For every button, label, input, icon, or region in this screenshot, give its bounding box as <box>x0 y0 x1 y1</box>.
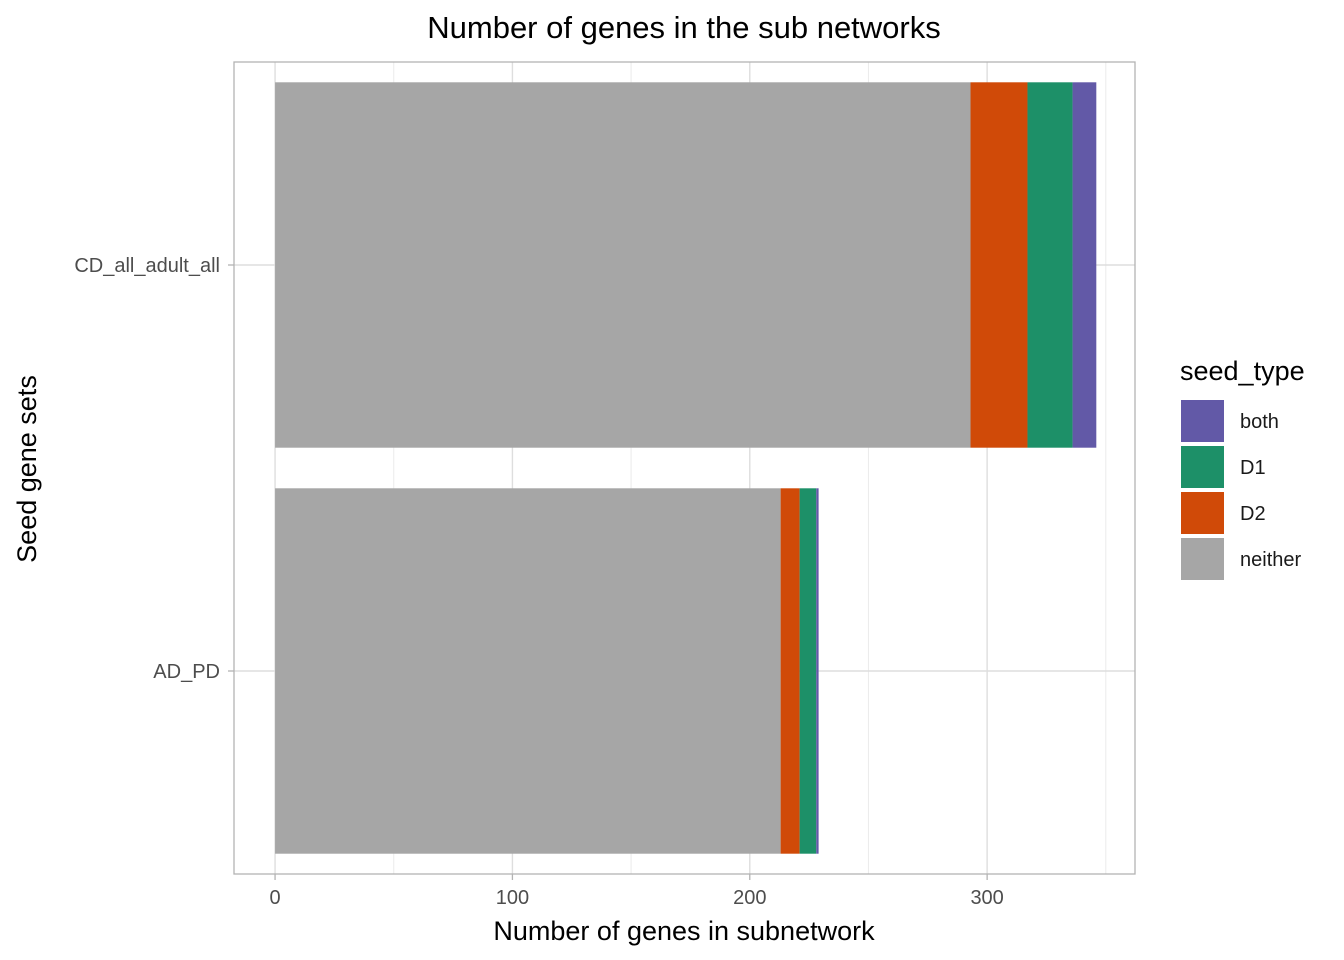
legend-title: seed_type <box>1180 356 1305 386</box>
x-tick-label: 100 <box>496 887 529 909</box>
bar-segment-neither <box>275 488 781 854</box>
legend-swatch-d1 <box>1181 446 1224 488</box>
legend-label: both <box>1240 411 1279 433</box>
axes: 0 100 200 300 CD_all_adult_all AD_PD <box>74 255 1003 909</box>
bar-segment-neither <box>275 82 971 448</box>
bar-segment-both <box>816 488 819 854</box>
legend-swatch-neither <box>1181 538 1224 580</box>
y-tick-label: CD_all_adult_all <box>74 255 220 277</box>
bar-segment-d1 <box>1027 82 1073 448</box>
bars <box>275 82 1097 854</box>
legend-label: D2 <box>1240 503 1266 525</box>
legend: seed_type both D1 D2 neither <box>1180 356 1305 580</box>
legend-swatch-both <box>1181 400 1224 442</box>
bar-segment-d2 <box>970 82 1028 448</box>
x-tick-label: 200 <box>733 887 766 909</box>
x-tick-label: 300 <box>970 887 1003 909</box>
x-axis-title: Number of genes in subnetwork <box>493 916 875 946</box>
y-axis-title: Seed gene sets <box>12 375 42 563</box>
panel-border <box>233 61 1136 875</box>
y-tick-label: AD_PD <box>153 661 220 683</box>
bar-segment-d2 <box>780 488 800 854</box>
x-tick-label: 0 <box>269 887 280 909</box>
legend-swatch-d2 <box>1181 492 1224 534</box>
bar-segment-d1 <box>799 488 817 854</box>
bar-segment-both <box>1072 82 1097 448</box>
legend-label: D1 <box>1240 457 1266 479</box>
legend-label: neither <box>1240 549 1301 571</box>
chart-title: Number of genes in the sub networks <box>427 10 941 45</box>
